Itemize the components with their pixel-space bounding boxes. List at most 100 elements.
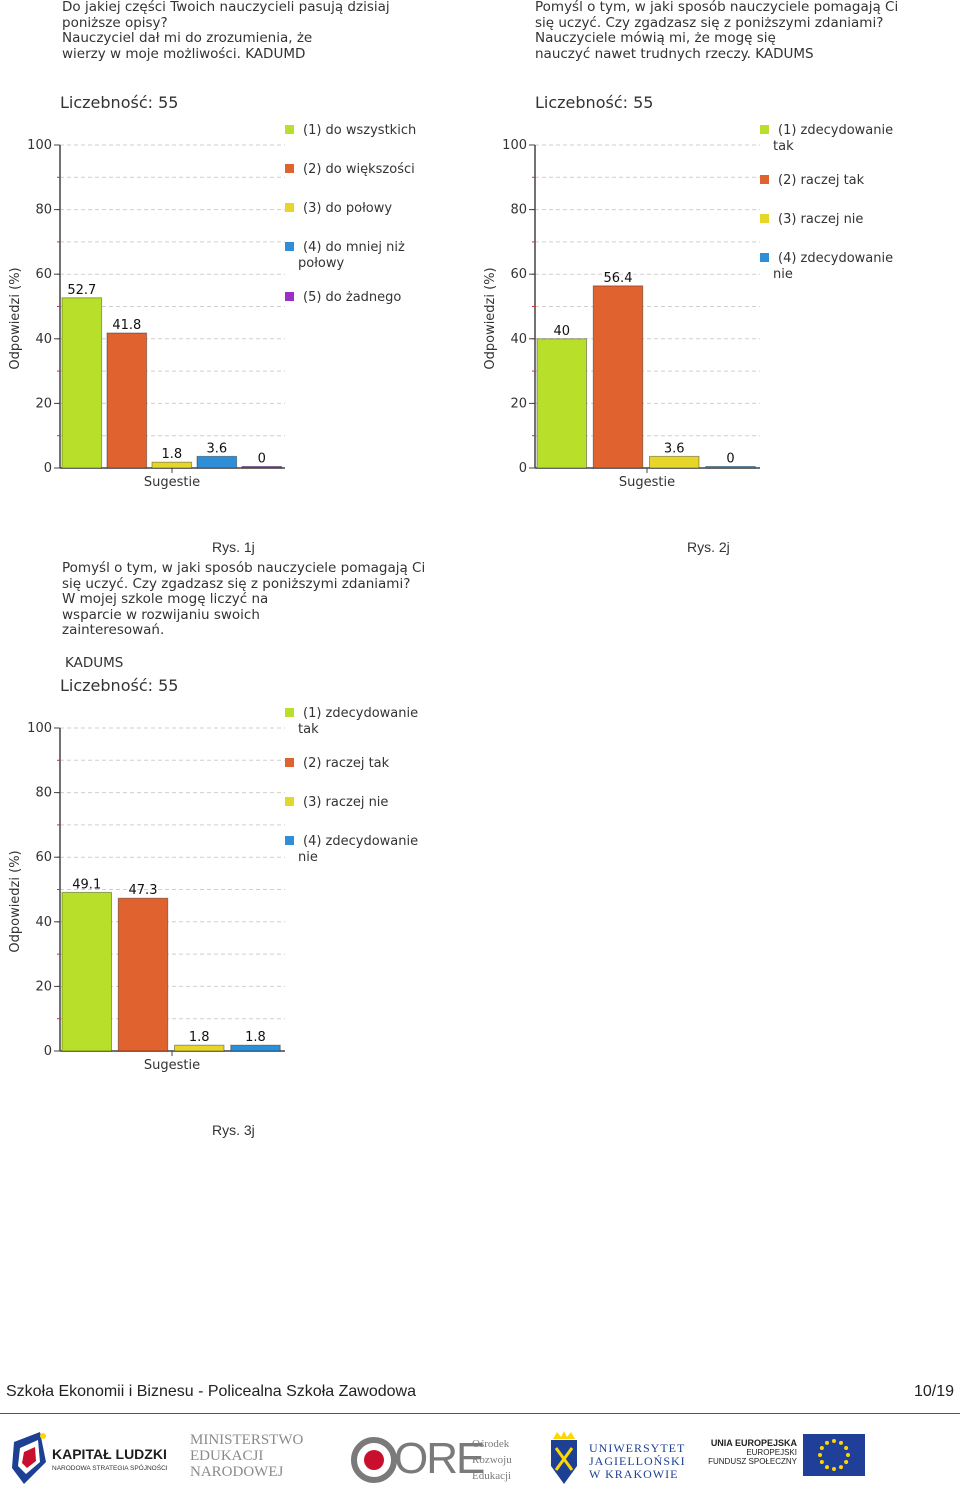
bar-3 (174, 1044, 225, 1052)
legend-swatch-2 (285, 758, 294, 767)
legend-swatch-1 (760, 125, 769, 134)
y-tick-label: 80 (510, 203, 527, 218)
eu-star (825, 1440, 829, 1445)
legend-label-4: (4) do mniej niż połowy (298, 240, 405, 271)
eu-logo: UNIA EUROPEJSKA EUROPEJSKI FUNDUSZ SPOŁE… (705, 1434, 870, 1484)
legend-swatch-3 (285, 203, 294, 212)
eu-star (844, 1460, 849, 1464)
eu-line-1: UNIA EUROPEJSKA (710, 1438, 797, 1448)
eu-star (819, 1460, 824, 1464)
y-tick-label: 20 (510, 396, 527, 411)
bar-2 (117, 897, 169, 1052)
y-tick-label: 0 (44, 461, 52, 476)
bar-3 (649, 455, 700, 469)
legend-label-3: (3) do połowy (303, 201, 392, 216)
men-logo: MINISTERSTWO EDUKACJI NARODOWEJ (190, 1432, 320, 1490)
bar-2 (592, 285, 644, 469)
ore-logo: ORE Ośrodek Rozwoju Edukacji (350, 1434, 530, 1490)
legend-label-2: (2) do większości (303, 162, 415, 177)
y-tick-label: 40 (510, 332, 527, 347)
eu-star (832, 1467, 836, 1471)
uj-logo: UNIWERSYTET JAGIELLOŃSKI W KRAKOWIE (545, 1430, 695, 1492)
men-line-3: NARODOWEJ (190, 1464, 284, 1480)
y-tick-label: 60 (35, 850, 52, 865)
data-label-1: 40 (553, 324, 570, 339)
legend-swatch-3 (285, 797, 294, 806)
bar-4 (230, 1044, 281, 1052)
chart-3-question: Pomyśl o tym, w jaki sposób nauczyciele … (62, 560, 426, 639)
y-axis-title: Odpowiedzi (%) (8, 850, 23, 952)
eu-star (846, 1453, 850, 1457)
kapital-ludzki-title: KAPITAŁ LUDZKI (52, 1446, 167, 1462)
data-label-4: 3.6 (206, 441, 227, 456)
men-line-1: MINISTERSTWO (190, 1432, 304, 1448)
kapital-ludzki-logo: KAPITAŁ LUDZKI NARODOWA STRATEGIA SPÓJNO… (10, 1428, 180, 1488)
kapital-ludzki-emblem-icon (12, 1432, 46, 1484)
y-tick-label: 20 (35, 396, 52, 411)
ore-line-1: Ośrodek (472, 1438, 510, 1450)
footer-school-name: Szkoła Ekonomii i Biznesu - Policealna S… (6, 1383, 416, 1400)
legend-label-3: (3) raczej nie (778, 212, 863, 227)
x-axis-title: Sugestie (144, 1058, 200, 1073)
eu-star (819, 1446, 824, 1450)
y-tick-label: 100 (502, 138, 527, 153)
eu-star (832, 1439, 836, 1443)
legend-swatch-4 (285, 242, 294, 251)
data-label-2: 56.4 (604, 271, 633, 286)
kapital-ludzki-subtitle: NARODOWA STRATEGIA SPÓJNOŚCI (52, 1465, 168, 1472)
legend-swatch-3 (760, 214, 769, 223)
bar-4 (705, 466, 756, 469)
ore-line-2: Rozwoju (472, 1454, 512, 1466)
y-tick-label: 0 (519, 461, 527, 476)
data-label-2: 47.3 (129, 883, 158, 898)
eu-flag-icon (803, 1434, 865, 1476)
y-axis-title: Odpowiedzi (%) (483, 267, 498, 369)
data-label-1: 49.1 (72, 877, 101, 892)
legend-swatch-1 (285, 708, 294, 717)
chart-3-caption: Rys. 3j (212, 1122, 255, 1138)
ore-line-3: Edukacji (472, 1470, 512, 1482)
chart-3-question-code: KADUMS (65, 655, 124, 671)
chart-3-count: Liczebność: 55 (60, 676, 179, 695)
men-line-2: EDUKACJI (190, 1448, 264, 1464)
bar-1 (536, 338, 587, 469)
data-label-5: 0 (258, 452, 266, 467)
y-tick-label: 0 (44, 1044, 52, 1059)
legend-label-4: (4) zdecydowanie nie (773, 251, 893, 282)
chart-1-question: Do jakiej części Twoich nauczycieli pasu… (62, 0, 390, 62)
y-tick-label: 100 (27, 721, 52, 736)
legend-label-3: (3) raczej nie (303, 795, 388, 810)
legend-label-1: (1) zdecydowanie tak (298, 706, 418, 737)
y-tick-label: 80 (35, 203, 52, 218)
legend-label-2: (2) raczej tak (778, 173, 865, 188)
uj-crest-icon (551, 1431, 577, 1484)
data-label-4: 1.8 (245, 1030, 266, 1045)
data-label-3: 3.6 (664, 441, 685, 456)
legend-swatch-4 (285, 836, 294, 845)
footer-divider (0, 1413, 960, 1414)
y-tick-label: 100 (27, 138, 52, 153)
chart-2-question: Pomyśl o tym, w jaki sposób nauczyciele … (535, 0, 899, 62)
y-tick-label: 20 (35, 979, 52, 994)
chart-1-count: Liczebność: 55 (60, 93, 179, 112)
legend-label-5: (5) do żadnego (303, 290, 401, 305)
uj-line-3: W KRAKOWIE (589, 1467, 679, 1481)
legend-swatch-5 (285, 292, 294, 301)
data-label-1: 52.7 (67, 283, 96, 298)
bar-4 (196, 455, 238, 469)
legend-label-1: (1) do wszystkich (303, 123, 416, 138)
bar-5 (241, 466, 283, 469)
eu-star (844, 1446, 849, 1450)
chart-3-plot: 0 20 40 60 80 100 Odpowiedzi (%) Sugestie 49.1 47… (8, 706, 418, 1073)
eu-line-3: FUNDUSZ SPOŁECZNY (708, 1457, 797, 1466)
chart-2-caption: Rys. 2j (687, 539, 730, 555)
y-tick-label: 80 (35, 786, 52, 801)
data-label-2: 41.8 (112, 318, 141, 333)
y-tick-label: 60 (510, 267, 527, 282)
uj-line-2: JAGIELLOŃSKI (589, 1454, 686, 1468)
y-tick-label: 60 (35, 267, 52, 282)
legend-swatch-4 (760, 253, 769, 262)
y-tick-label: 40 (35, 332, 52, 347)
uj-line-1: UNIWERSYTET (589, 1441, 686, 1455)
chart-2-count: Liczebność: 55 (535, 93, 654, 112)
